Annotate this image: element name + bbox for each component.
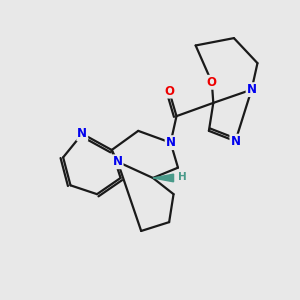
Text: N: N [230, 135, 240, 148]
Text: H: H [178, 172, 187, 182]
Polygon shape [153, 174, 174, 182]
Text: N: N [112, 155, 123, 168]
Text: N: N [247, 83, 256, 96]
Text: N: N [166, 136, 176, 149]
Text: O: O [164, 85, 174, 98]
Text: O: O [207, 76, 217, 89]
Text: N: N [77, 127, 87, 140]
